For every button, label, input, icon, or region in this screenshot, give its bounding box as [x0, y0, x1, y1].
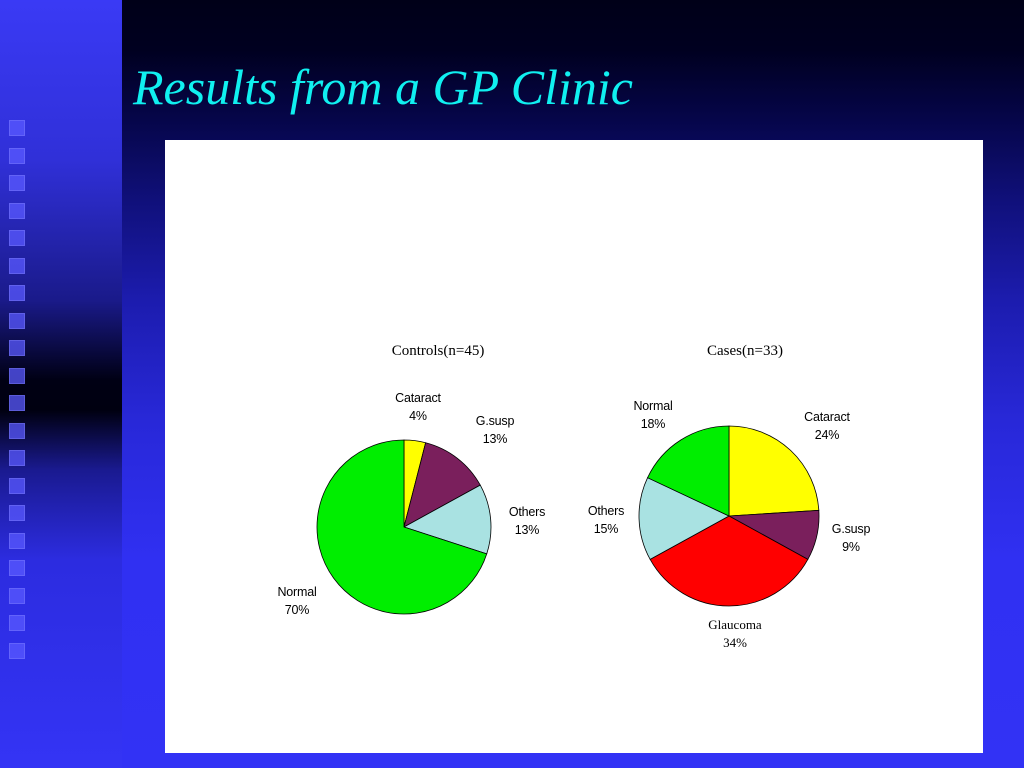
slice-label-controls-normal: Normal 70% [277, 585, 316, 617]
pie-slice-cases-normal [647, 425, 730, 517]
chart-title-controls: Controls(n=45) [392, 343, 485, 359]
pie-slice-cases-others [638, 477, 730, 560]
pie-slice-controls-normal [316, 439, 488, 615]
left-decorative-band [0, 0, 122, 768]
decorative-squares [9, 120, 25, 670]
slice-label-cases-cataract: Cataract 24% [804, 410, 850, 442]
slice-label-cases-glaucoma: Glaucoma 34% [708, 617, 762, 650]
pie-charts: Controls(n=45) Cases(n=33) Cataract 4% G.s… [277, 343, 871, 650]
slice-label-controls-g-susp: G.susp 13% [476, 414, 515, 446]
slide-title: Results from a GP Clinic [133, 59, 633, 115]
pie-slice-controls-others [402, 484, 492, 555]
slice-label-controls-others: Others 13% [509, 505, 545, 537]
slice-label-cases-g-susp: G.susp 9% [832, 522, 871, 554]
pie-slice-cases-cataract [728, 425, 820, 517]
slice-label-controls-cataract: Cataract 4% [395, 391, 441, 423]
pie-slice-controls-g-susp [403, 442, 481, 528]
pie-slice-cases-glaucoma [649, 515, 809, 607]
slice-label-cases-normal: Normal 18% [633, 399, 672, 431]
chart-title-cases: Cases(n=33) [707, 343, 783, 359]
chart-panel: Controls(n=45) Cases(n=33) Cataract 4% G.s… [165, 140, 983, 753]
slice-label-cases-others: Others 15% [588, 504, 624, 536]
